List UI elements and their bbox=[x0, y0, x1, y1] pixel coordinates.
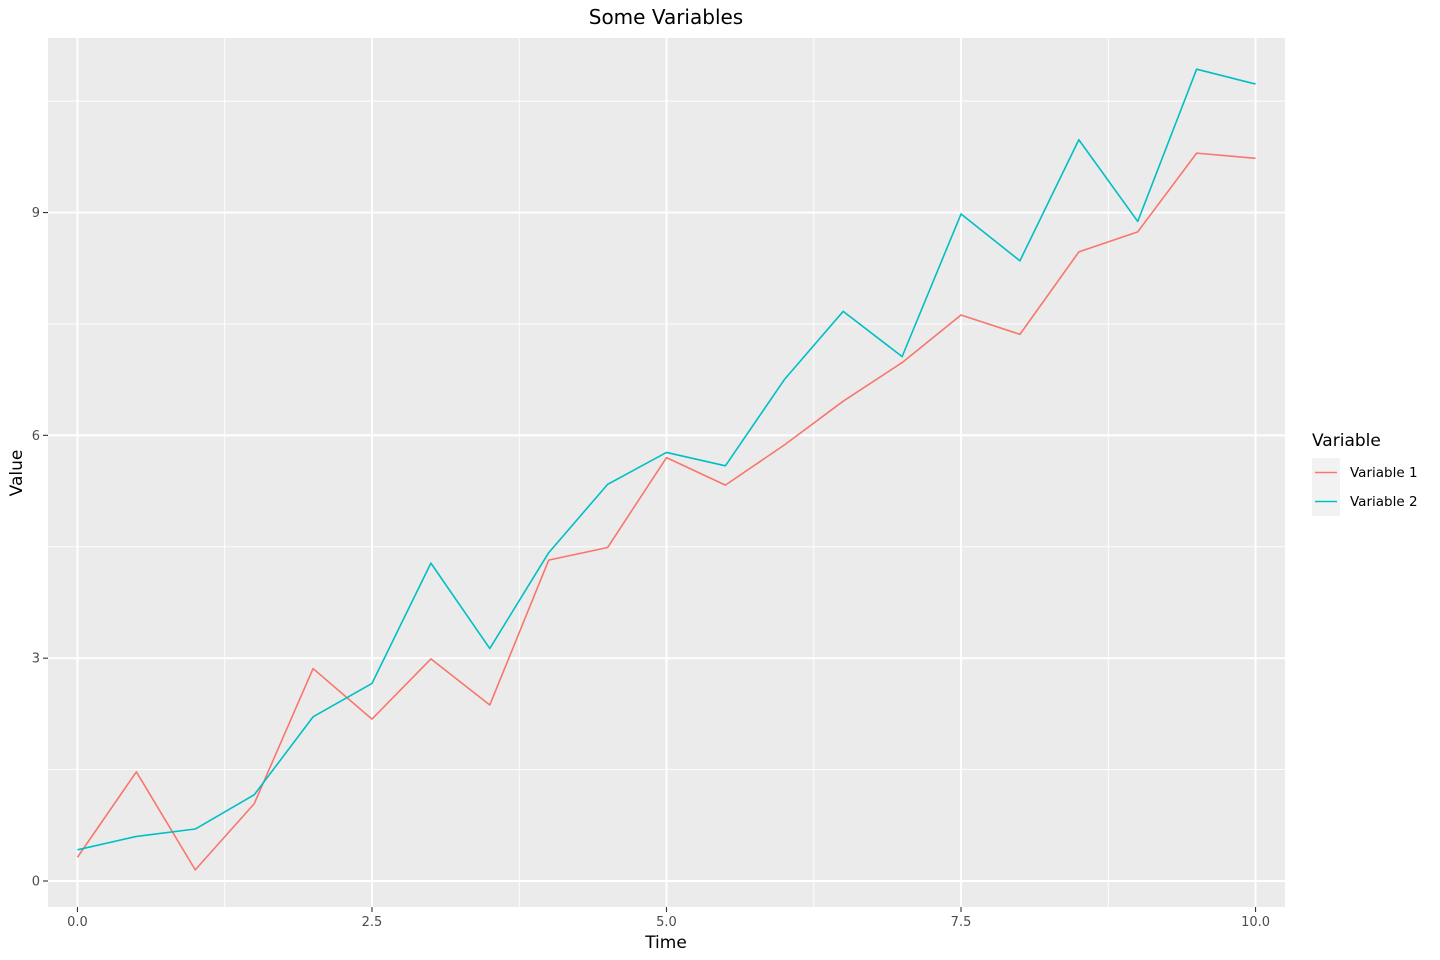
legend: Variable Variable 1 Variable 2 bbox=[1312, 431, 1418, 516]
y-axis-title: Value bbox=[7, 450, 27, 497]
axis-ticks bbox=[43, 211, 1257, 912]
chart-title: Some Variables bbox=[589, 5, 743, 29]
y-tick-label-2: 6 bbox=[32, 429, 40, 444]
series-line-variable-2 bbox=[77, 68, 1256, 851]
legend-label-variable-2: Variable 2 bbox=[1350, 494, 1418, 510]
legend-items: Variable 1 Variable 2 bbox=[1312, 458, 1418, 516]
series-line-variable-1 bbox=[76, 152, 1256, 871]
legend-title: Variable bbox=[1312, 431, 1381, 451]
legend-item-variable-2: Variable 2 bbox=[1312, 487, 1418, 516]
y-tick-label-3: 9 bbox=[32, 206, 40, 221]
series-lines bbox=[76, 68, 1256, 871]
legend-label-variable-1: Variable 1 bbox=[1350, 465, 1418, 481]
major-gridlines bbox=[48, 38, 1285, 907]
x-tick-label-1: 2.5 bbox=[362, 915, 383, 930]
x-tick-label-0: 0.0 bbox=[67, 915, 88, 930]
x-tick-label-2: 5.0 bbox=[656, 915, 677, 930]
x-tick-label-4: 10.0 bbox=[1241, 915, 1270, 930]
x-tick-label-3: 7.5 bbox=[951, 915, 972, 930]
x-axis-title: Time bbox=[644, 933, 687, 953]
y-tick-label-0: 0 bbox=[32, 875, 40, 890]
y-tick-label-1: 3 bbox=[32, 652, 40, 667]
x-axis-tick-labels: 0.0 2.5 5.0 7.5 10.0 bbox=[67, 915, 1270, 930]
legend-item-variable-1: Variable 1 bbox=[1312, 458, 1418, 487]
y-axis-tick-labels: 0 3 6 9 bbox=[32, 206, 40, 889]
